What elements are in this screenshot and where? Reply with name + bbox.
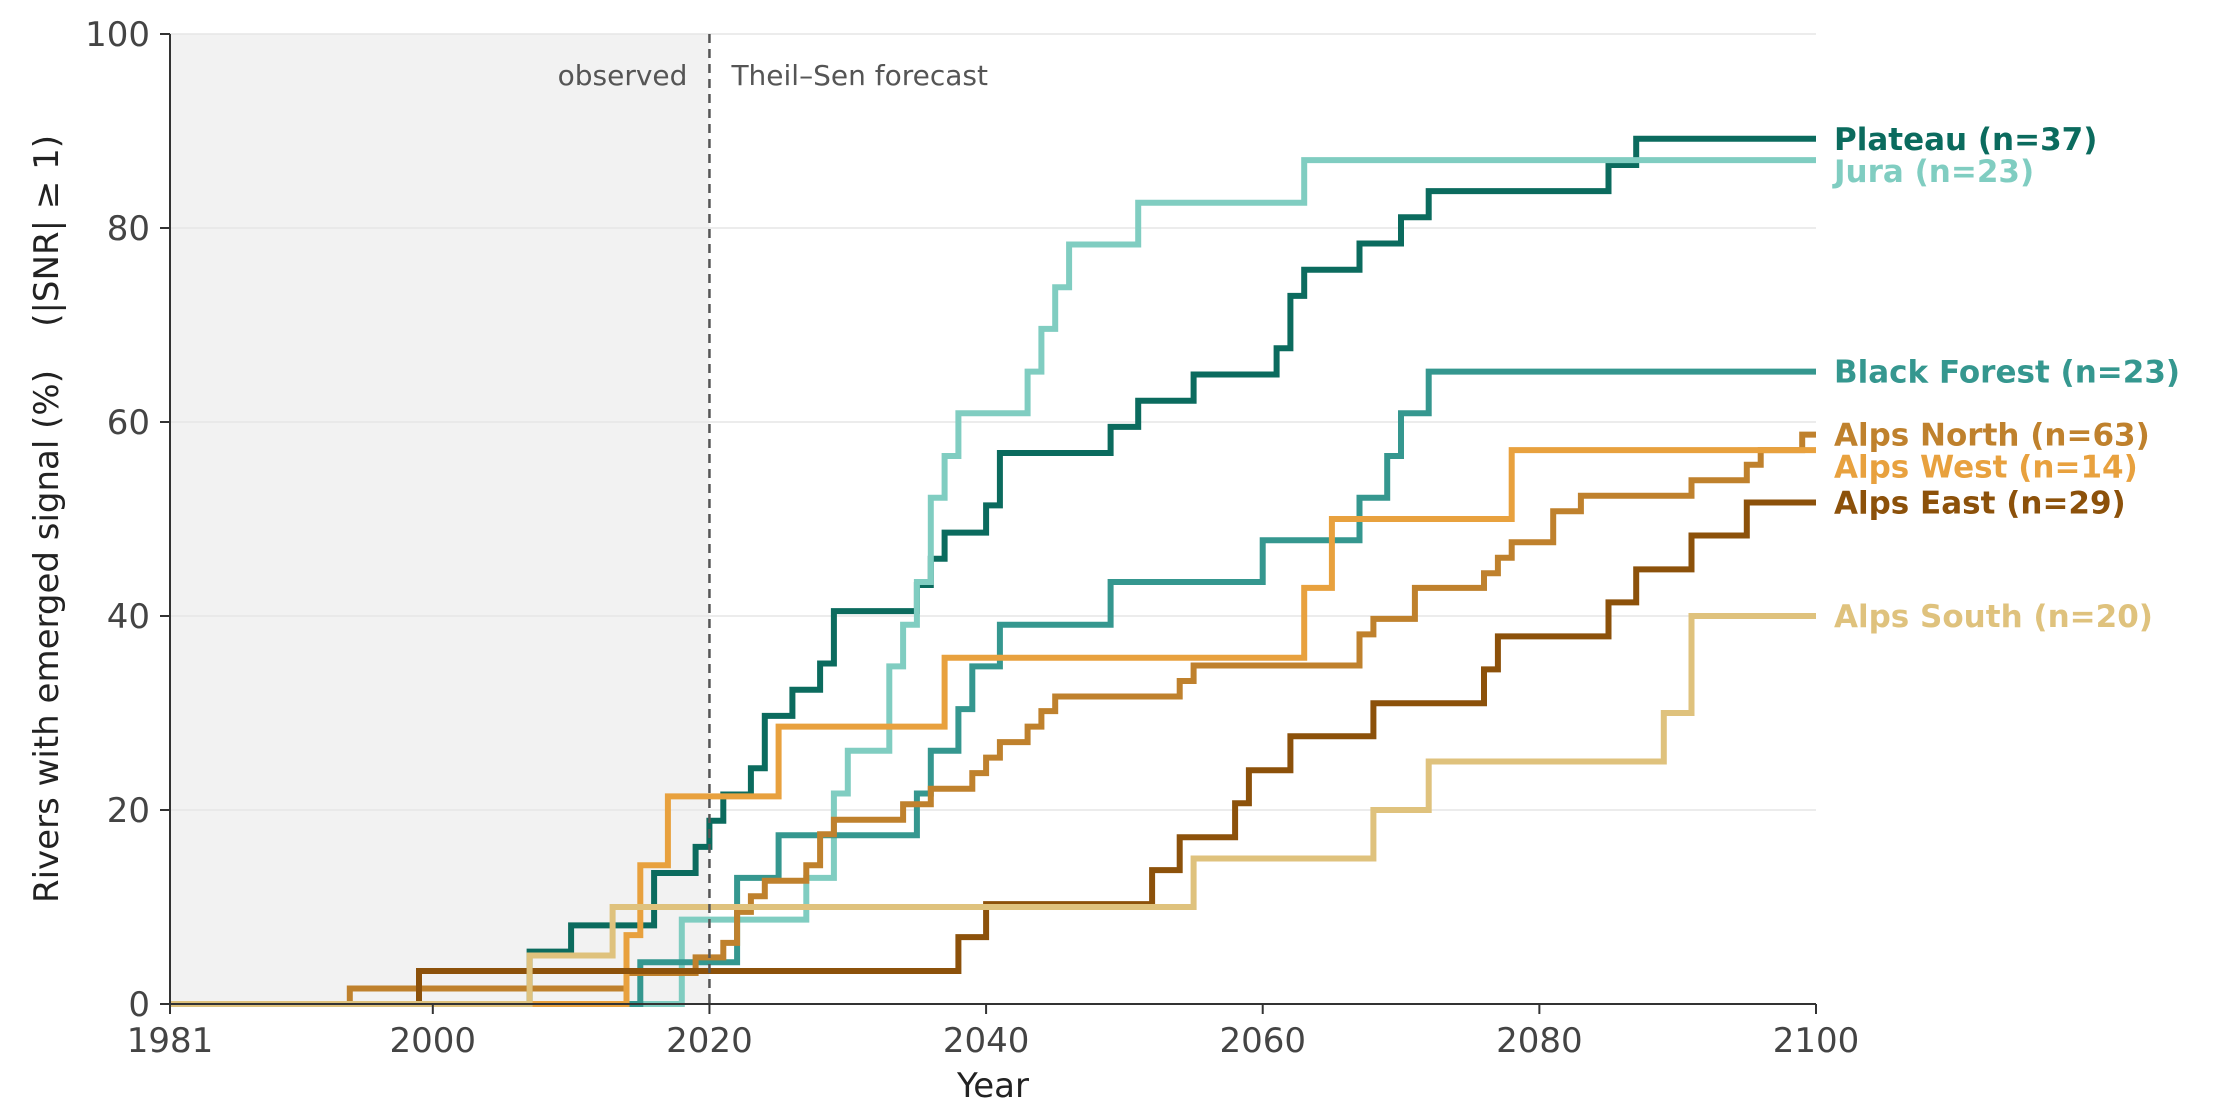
y-tick-label: 60 <box>107 403 150 443</box>
y-tick-label: 100 <box>85 15 150 55</box>
series-label: Alps North (n=63) <box>1834 418 2150 454</box>
series-line <box>170 613 1816 1007</box>
forecast-annotation: Theil–Sen forecast <box>730 59 988 92</box>
y-axis-ticks: 0 20 40 60 80 100 <box>85 15 170 1025</box>
x-tick-label: 2080 <box>1496 1021 1583 1061</box>
x-tick-label: 1981 <box>127 1021 214 1061</box>
grid-lines <box>170 33 1816 811</box>
y-tick-label: 40 <box>107 597 150 637</box>
x-tick-label: 2060 <box>1219 1021 1306 1061</box>
series-label: Plateau (n=37) <box>1834 122 2097 158</box>
series-line <box>170 135 1816 1007</box>
observed-annotation: observed <box>558 59 688 92</box>
observed-period-band <box>170 34 710 1004</box>
x-tick-label: 2000 <box>390 1021 477 1061</box>
y-tick-label: 20 <box>107 791 150 831</box>
series-label: Jura (n=23) <box>1832 154 2034 190</box>
series-label: Alps East (n=29) <box>1834 486 2126 522</box>
series-label: Alps South (n=20) <box>1834 599 2153 635</box>
y-tick-label: 80 <box>107 209 150 249</box>
y-tick-label: 0 <box>128 985 150 1025</box>
x-tick-label: 2020 <box>666 1021 753 1061</box>
series-labels: Plateau (n=37)Jura (n=23) Black Forest (n… <box>1832 122 2180 635</box>
series-line <box>170 431 1816 1007</box>
series-label: Black Forest (n=23) <box>1834 355 2180 391</box>
series-label: Alps West (n=14) <box>1834 450 2138 486</box>
series-line <box>170 499 1816 1007</box>
series-line <box>170 447 1816 1007</box>
x-tick-label: 2040 <box>943 1021 1030 1061</box>
x-axis-title: Year <box>956 1066 1029 1106</box>
x-axis-ticks: 1981 2000 2020 2040 2060 2080 2100 <box>127 1004 1860 1061</box>
series-lines <box>170 135 1816 1007</box>
x-tick-label: 2100 <box>1773 1021 1860 1061</box>
y-axis-title: Rivers with emerged signal (%) (|SNR| ≥ … <box>27 135 67 903</box>
